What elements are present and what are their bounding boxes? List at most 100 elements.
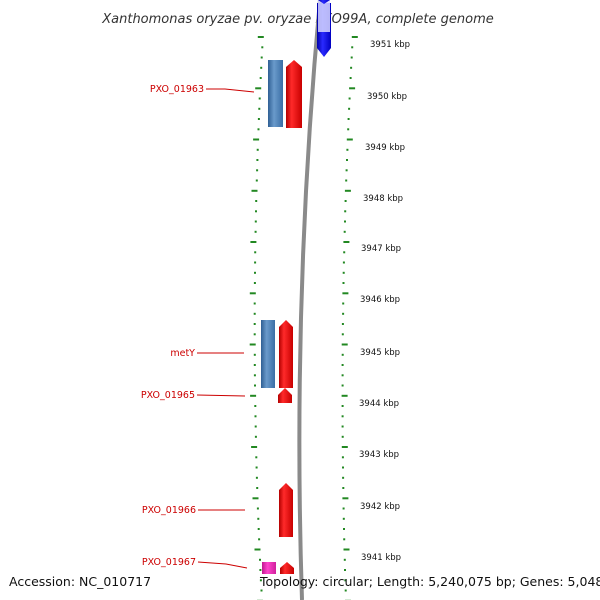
cds-block-pxo-01963 <box>268 60 283 127</box>
right-ruler-minor-tick <box>341 456 344 459</box>
left-ruler-major-tick <box>249 343 256 346</box>
right-ruler-minor-tick <box>341 333 344 336</box>
gene-labels: PXO_01963 metY PXO_01965 PXO_01966 PXO_0… <box>141 84 204 568</box>
right-ruler-minor-tick <box>345 169 348 172</box>
right-ruler-minor-tick <box>342 476 345 479</box>
right-ruler-major-tick <box>343 241 350 243</box>
right-ruler-major-tick <box>343 548 350 551</box>
right-ruler-minor-tick <box>341 353 344 356</box>
left-ruler-minor-tick <box>255 466 258 469</box>
left-ruler-minor-tick <box>254 220 257 223</box>
left-ruler-minor-tick <box>253 302 256 305</box>
scale-label: 3950 kbp <box>367 92 407 102</box>
right-ruler-minor-tick <box>347 118 350 120</box>
topology-text: Topology: circular; Length: 5,240,075 bp… <box>260 574 600 589</box>
left-ruler-minor-tick <box>253 312 256 315</box>
left-ruler-minor-tick <box>253 374 256 377</box>
scale-label: 3949 kbp <box>365 143 405 153</box>
right-ruler-minor-tick <box>342 261 345 264</box>
scale-label: 3947 kbp <box>361 244 401 254</box>
left-ruler-minor-tick <box>254 251 257 254</box>
left-ruler-major-tick <box>250 394 257 397</box>
left-ruler-major-tick <box>257 36 264 38</box>
scale-label: 3943 kbp <box>359 450 399 460</box>
right-ruler-major-tick <box>344 189 351 192</box>
left-ruler-minor-tick <box>254 435 257 438</box>
left-ruler-major-tick <box>253 138 260 141</box>
left-ruler-minor-tick <box>258 97 261 100</box>
gene-highlight <box>318 0 330 32</box>
gene-label-pxo-01965: PXO_01965 <box>141 390 195 401</box>
right-ruler-minor-tick <box>347 128 350 131</box>
right-ruler-minor-tick <box>341 384 344 387</box>
gene-arrow-pxo-01965 <box>278 388 292 403</box>
right-ruler-minor-tick <box>342 466 344 469</box>
right-ruler-minor-tick <box>342 271 345 274</box>
scale-label: 3945 kbp <box>360 348 400 358</box>
left-ruler-major-tick <box>252 497 259 500</box>
left-ruler-minor-tick <box>260 66 263 69</box>
right-ruler-minor-tick <box>345 179 348 182</box>
left-ruler-major-tick <box>255 87 262 90</box>
left-ruler-minor-tick <box>256 507 259 510</box>
right-ruler-minor-tick <box>351 46 354 49</box>
left-ruler-minor-tick <box>254 415 257 418</box>
left-tick-ruler <box>249 36 264 600</box>
left-ruler-minor-tick <box>256 148 259 151</box>
right-ruler-minor-tick <box>341 415 344 418</box>
right-ruler-minor-tick <box>349 77 352 79</box>
right-ruler-minor-tick <box>346 148 349 151</box>
left-ruler-minor-tick <box>254 271 256 274</box>
gene-label-pxo-01967: PXO_01967 <box>142 557 196 568</box>
right-ruler-minor-tick <box>341 374 344 377</box>
left-ruler-minor-tick <box>257 118 260 120</box>
left-ruler-minor-tick <box>253 282 256 284</box>
left-ruler-minor-tick <box>260 56 263 59</box>
right-ruler-minor-tick <box>343 251 346 254</box>
left-ruler-minor-tick <box>253 364 256 366</box>
gene-label-pxo-01966: PXO_01966 <box>142 505 196 516</box>
right-ruler-major-tick <box>351 36 358 38</box>
map-title: Xanthomonas oryzae pv. oryzae PXO99A, co… <box>101 12 494 27</box>
left-ruler-minor-tick <box>256 169 259 172</box>
scale-labels: 3951 kbp 3950 kbp 3949 kbp 3948 kbp 3947… <box>359 40 410 563</box>
right-ruler-minor-tick <box>344 569 346 571</box>
right-ruler-minor-tick <box>342 507 345 510</box>
left-ruler-minor-tick <box>256 159 259 161</box>
right-ruler-major-tick <box>342 292 349 295</box>
genome-backbone <box>297 0 322 600</box>
gene-arrow-pxo-01963 <box>286 60 302 128</box>
left-ruler-minor-tick <box>259 579 262 582</box>
left-ruler-major-tick <box>251 446 258 448</box>
left-ruler-minor-tick <box>256 487 259 489</box>
left-ruler-minor-tick <box>254 384 256 387</box>
right-ruler-minor-tick <box>341 425 344 428</box>
left-ruler-minor-tick <box>258 107 261 110</box>
right-ruler-major-tick <box>342 497 349 500</box>
right-ruler-minor-tick <box>342 517 345 520</box>
left-ruler-minor-tick <box>260 589 263 592</box>
right-ruler-minor-tick <box>341 405 344 407</box>
gene-arrow-pxo-01966 <box>279 483 293 537</box>
left-ruler-minor-tick <box>257 528 260 530</box>
scale-label: 3942 kbp <box>360 502 400 512</box>
right-ruler-major-tick <box>346 138 353 141</box>
right-ruler-minor-tick <box>342 487 345 489</box>
right-ruler-minor-tick <box>342 312 345 315</box>
right-ruler-minor-tick <box>344 589 347 592</box>
left-ruler-minor-tick <box>254 425 257 428</box>
left-ruler-minor-tick <box>253 353 256 356</box>
feature-pxo-01967 <box>262 562 276 574</box>
accession-text: Accession: NC_010717 <box>9 574 152 589</box>
scale-label: 3944 kbp <box>359 399 399 409</box>
left-ruler-minor-tick <box>259 77 262 79</box>
cds-block-mety <box>261 320 275 388</box>
left-ruler-minor-tick <box>257 517 260 520</box>
left-ruler-minor-tick <box>258 538 261 541</box>
gene-arrow-mety <box>279 320 293 388</box>
right-ruler-major-tick <box>341 446 348 448</box>
right-ruler-minor-tick <box>344 200 347 202</box>
left-ruler-minor-tick <box>255 179 258 182</box>
right-ruler-minor-tick <box>350 66 353 69</box>
